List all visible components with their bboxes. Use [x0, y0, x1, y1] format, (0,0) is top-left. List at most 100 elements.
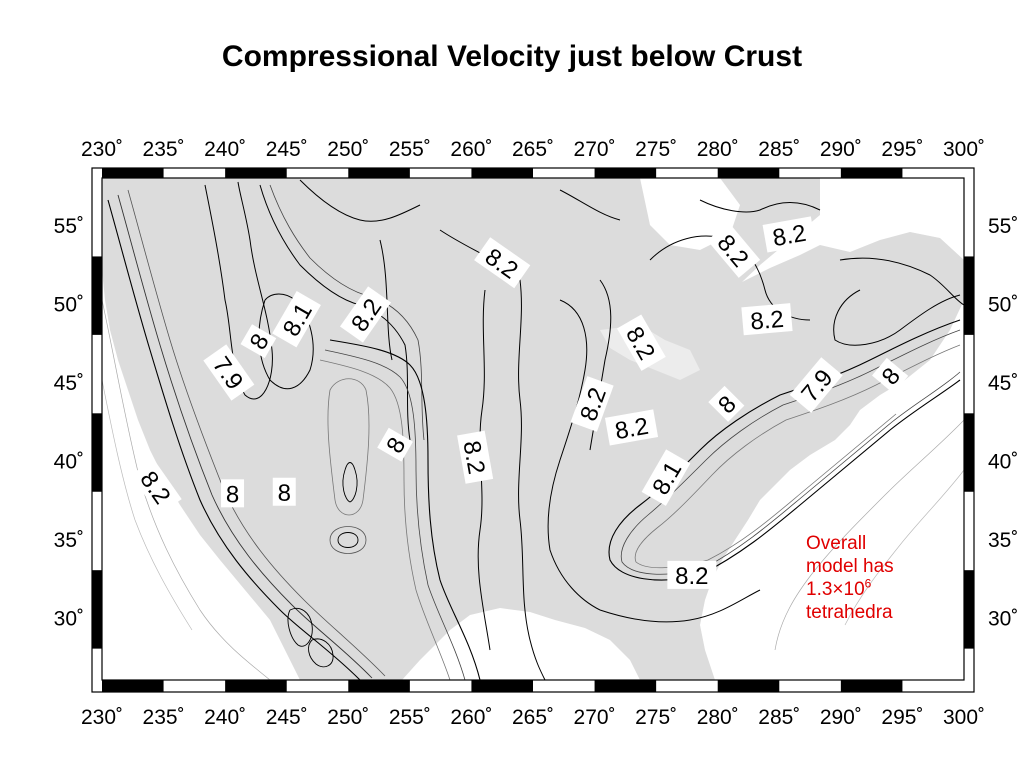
contour-west-coast-1 [107, 199, 361, 680]
frame-bar-top [717, 168, 780, 178]
contour-cascade-loop [204, 181, 273, 400]
contour-label: 8.2 [741, 303, 793, 336]
contour-label-bg [130, 458, 182, 516]
contour-appal-3 [634, 344, 961, 569]
contour-label-text: 8.2 [771, 220, 809, 252]
frame-bar-bottom [840, 680, 903, 692]
contour-rockies-east-1 [329, 339, 481, 680]
contour-offshore-2 [102, 379, 193, 631]
lon-tick-top: 255˚ [389, 138, 431, 161]
contour-label-bg [708, 385, 745, 422]
lon-tick-bottom: 230˚ [81, 706, 123, 729]
frame-bar-right [964, 570, 974, 649]
frame-bar-top [225, 168, 287, 178]
contour-label-text: 8.2 [457, 439, 489, 477]
note-line-2: model has [806, 556, 894, 577]
lon-tick-bottom: 235˚ [143, 706, 185, 729]
frame-bar-top [840, 168, 903, 178]
contour-north-1 [299, 179, 421, 222]
frame-bar-bottom [594, 680, 657, 692]
lon-tick-bottom: 245˚ [266, 706, 308, 729]
lon-tick-top: 275˚ [635, 138, 677, 161]
contour-basin-circle-2 [329, 526, 367, 554]
lon-tick-top: 250˚ [327, 138, 369, 161]
note-line-4: tetrahedra [806, 602, 893, 623]
hudson-bay [640, 178, 740, 250]
contour-label: 8.2 [604, 409, 659, 446]
contour-label-bg [570, 376, 614, 432]
lat-tick-left: 50˚ [54, 294, 84, 317]
contour-label-bg [707, 222, 761, 278]
contour-label-bg [272, 290, 321, 348]
contour-label-bg [340, 286, 392, 343]
lat-tick-left: 45˚ [54, 372, 84, 395]
contour-label-bg [604, 409, 659, 446]
map-frame [91, 167, 975, 693]
lon-tick-top: 235˚ [143, 138, 185, 161]
lat-tick-right: 35˚ [988, 529, 1018, 552]
lon-tick-top: 285˚ [758, 138, 800, 161]
contour-labels: 8.28.28.187.98.28.2 8.28.28.28.28 7.9 88 8.2… [130, 216, 909, 590]
lon-tick-top: 295˚ [881, 138, 923, 161]
contour-label: 8 [272, 477, 296, 507]
frame-bar-right [964, 413, 974, 492]
lon-tick-top: 260˚ [450, 138, 492, 161]
contour-label-bg [762, 216, 816, 253]
lat-tick-left: 35˚ [54, 529, 84, 552]
contour-quebec [839, 257, 964, 306]
frame-bar-top [348, 168, 410, 178]
contour-label: 8.2 [667, 560, 717, 590]
lon-tick-top: 265˚ [512, 138, 554, 161]
contour-label-bg [474, 237, 531, 289]
lon-tick-top: 300˚ [943, 138, 985, 161]
frame-bar-left [92, 256, 102, 335]
frame-bar-bottom [348, 680, 410, 692]
contour-baja-2 [308, 638, 334, 668]
note-line-3-exponent: 6 [864, 576, 872, 591]
contour-midwest-1 [547, 299, 601, 611]
contour-basin-circle [337, 532, 359, 548]
contour-label-bg [871, 357, 909, 394]
frame-bar-left [92, 570, 102, 649]
contour-label-text: 8.2 [675, 563, 708, 590]
contour-appal-4 [833, 289, 961, 346]
frame-bar-left [92, 413, 102, 492]
contour-label-bg [240, 324, 277, 359]
contour-label: 8 [708, 385, 745, 422]
contour-label-bg [203, 344, 255, 401]
contour-label-text: 8.2 [749, 306, 785, 336]
lon-tick-top: 245˚ [266, 138, 308, 161]
contour-atlantic-1 [774, 419, 964, 651]
contour-atlantic-2 [844, 469, 964, 626]
lat-tick-right: 40˚ [988, 450, 1018, 473]
frame-bar-top [471, 168, 533, 178]
contour-label-text: 8 [278, 480, 291, 507]
lon-tick-bottom: 265˚ [512, 706, 554, 729]
lon-tick-bottom: 250˚ [327, 706, 369, 729]
lon-tick-top: 270˚ [574, 138, 616, 161]
contour-label-text: 8.2 [613, 413, 651, 445]
lat-tick-right: 30˚ [988, 607, 1018, 630]
lon-tick-top: 290˚ [820, 138, 862, 161]
contour-label-bg [741, 303, 793, 336]
contour-north-2 [559, 189, 621, 221]
axis-tick-labels: 230˚ 230˚ 235˚ 235˚ 240˚ 240˚ 245˚ 245˚ 250˚ 250˚… [54, 138, 1019, 729]
contour-label-bg [272, 477, 296, 506]
lon-tick-top: 240˚ [204, 138, 246, 161]
contour-label: 8 [221, 479, 245, 508]
contour-rockies-east-3 [319, 359, 451, 680]
lon-tick-bottom: 285˚ [758, 706, 800, 729]
frame-bar-top [594, 168, 657, 178]
lat-tick-right: 55˚ [988, 215, 1018, 238]
lat-tick-left: 40˚ [54, 450, 84, 473]
contour-offshore-1 [102, 299, 271, 680]
contour-label-bg [789, 357, 843, 413]
contour-label: 8.2 [762, 216, 816, 253]
frame-bar-bottom [225, 680, 287, 692]
frame-bar-bottom [717, 680, 780, 692]
lat-tick-right: 50˚ [988, 294, 1018, 317]
contour-ontario-2 [699, 199, 821, 213]
lon-tick-bottom: 300˚ [943, 706, 985, 729]
note-line-3: 1.3×106 [806, 578, 946, 601]
